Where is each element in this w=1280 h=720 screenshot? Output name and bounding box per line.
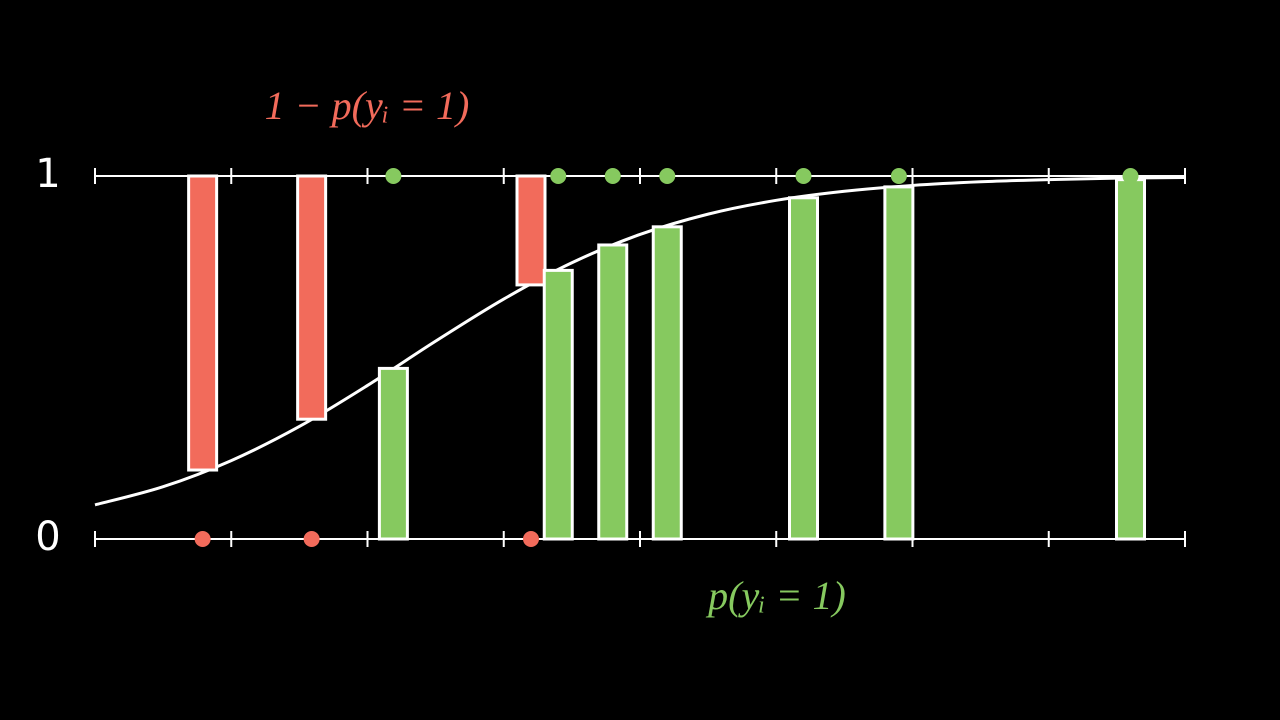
data-point [303,531,320,547]
data-point [385,168,402,184]
y-tick-label: 1 [35,151,60,197]
probability-bar [542,268,574,541]
data-point [659,168,676,184]
data-point [604,168,621,184]
probability-bar [788,196,819,541]
y-tick-label: 0 [35,514,60,560]
probability-bar [296,174,328,421]
probability-bar [651,225,683,541]
data-point [890,168,907,184]
probability-bar [883,185,915,541]
data-point [550,168,567,184]
sigmoid-curve [94,175,1186,507]
positive-label: p(yᵢ = 1) [705,573,846,618]
negative-label: 1 − p(yᵢ = 1) [265,83,470,128]
probability-bar [597,243,629,541]
data-point [523,531,539,547]
data-point [795,168,812,184]
probability-bar [515,174,547,287]
data-point [194,531,211,547]
probability-bar [187,174,219,472]
probability-bar [377,366,409,541]
probability-bar [1115,178,1146,541]
data-point [1122,168,1139,184]
